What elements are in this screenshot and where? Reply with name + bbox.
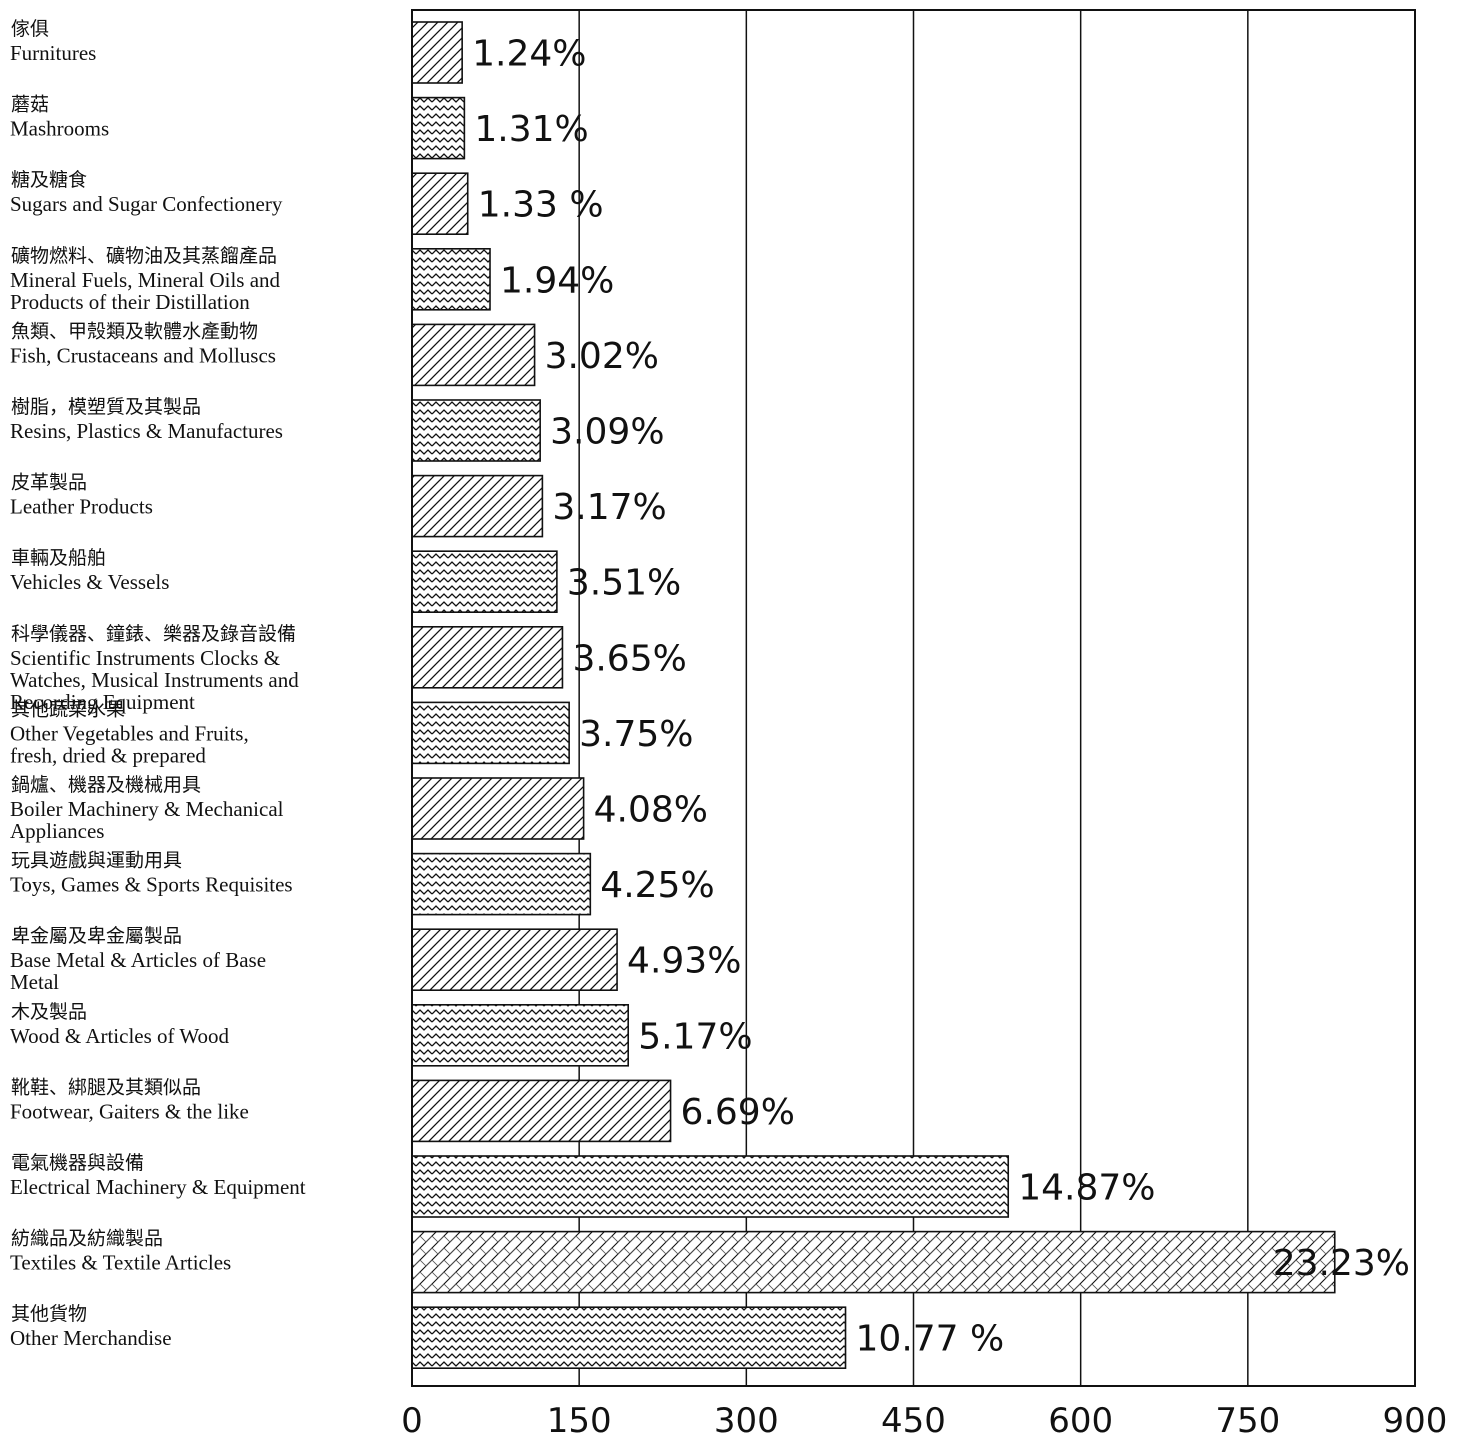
bar — [411, 96, 466, 160]
category-label-en: Vehicles & Vessels — [10, 570, 169, 594]
percentage-label: 1.31% — [474, 109, 588, 150]
percentage-label: 3.02% — [545, 336, 659, 377]
bar — [411, 248, 491, 311]
x-tick-label: 750 — [1215, 1401, 1280, 1438]
bar — [411, 1306, 847, 1369]
percentage-label: 14.87% — [1018, 1168, 1155, 1209]
bar — [411, 1230, 1336, 1294]
percentage-label: 1.94% — [500, 260, 614, 301]
category-label-zh: 皮革製品 — [11, 472, 87, 494]
x-tick-label: 150 — [547, 1401, 612, 1438]
bar — [411, 474, 544, 538]
category-label-en: Electrical Machinery & Equipment — [10, 1175, 306, 1199]
bars — [411, 21, 1336, 1369]
category-label-zh: 紡織品及紡織製品 — [11, 1228, 163, 1250]
bar — [411, 1079, 672, 1143]
category-label-zh: 靴鞋、綁腿及其類似品 — [11, 1076, 201, 1098]
category-label-en: Mineral Fuels, Mineral Oils and — [10, 268, 281, 292]
category-label-zh: 電氣機器與設備 — [11, 1152, 144, 1174]
category-label-en: Leather Products — [10, 495, 153, 519]
category-label-en: Fish, Crustaceans and Molluscs — [10, 343, 276, 367]
category-label-zh: 蘑菇 — [11, 94, 49, 116]
category-label-zh: 車輛及船舶 — [11, 547, 106, 569]
percentage-label: 3.75% — [579, 714, 693, 755]
category-label-zh: 木及製品 — [11, 1001, 87, 1023]
category-label-zh: 科學儀器、鐘錶、樂器及錄音設備 — [11, 623, 296, 645]
x-tick-label: 450 — [881, 1401, 946, 1438]
category-label-en: Other Vegetables and Fruits, — [10, 721, 249, 745]
category-label-en: Sugars and Sugar Confectionery — [10, 192, 283, 216]
x-axis-ticks: 0 150 300 450 600 750 900 — [401, 1401, 1447, 1438]
percentage-label: 1.33 % — [478, 185, 604, 226]
category-label-en: Appliances — [10, 819, 104, 843]
category-label-en: Furnitures — [10, 41, 96, 65]
category-label-zh: 鍋爐、機器及機械用具 — [11, 774, 201, 796]
percentage-label: 3.09% — [550, 412, 664, 453]
bar — [411, 701, 570, 765]
category-label-zh: 礦物燃料、礦物油及其蒸餾產品 — [11, 245, 277, 267]
percentage-label: 10.77 % — [856, 1319, 1005, 1360]
category-label-en: Textiles & Textile Articles — [10, 1251, 231, 1275]
category-label-zh: 玩具遊戲與運動用具 — [11, 850, 182, 872]
category-label-zh: 其他貨物 — [11, 1303, 87, 1325]
percentage-label: 5.17% — [638, 1016, 752, 1057]
plot-frame — [411, 9, 1416, 1387]
category-label-zh: 其他蔬菜水果 — [11, 698, 125, 720]
category-label-en: Scientific Instruments Clocks & — [10, 646, 280, 670]
bar — [411, 550, 558, 614]
x-tick-label: 300 — [714, 1401, 779, 1438]
category-label-en: Recording Equipment — [10, 690, 195, 714]
category-label-en: Mashrooms — [10, 117, 109, 141]
category-label-zh: 魚類、甲殼類及軟體水產動物 — [11, 320, 258, 342]
bar — [411, 928, 618, 992]
x-tick-label: 600 — [1048, 1401, 1113, 1438]
category-label-en: Footwear, Gaiters & the like — [10, 1099, 249, 1123]
percentage-label: 4.08% — [594, 790, 708, 831]
percentage-label: 3.17% — [552, 487, 666, 528]
x-tick-label: 900 — [1383, 1401, 1448, 1438]
category-label-en: Watches, Musical Instruments and — [10, 668, 299, 692]
bar — [411, 1003, 630, 1067]
category-label-en: Boiler Machinery & Mechanical — [10, 797, 284, 821]
category-label-en: Other Merchandise — [10, 1326, 172, 1350]
category-label-zh: 糖及糖食 — [11, 169, 87, 191]
category-label-en: Metal — [10, 970, 59, 994]
percentage-label: 23.23% — [1273, 1243, 1410, 1284]
category-label-en: Resins, Plastics & Manufactures — [10, 419, 283, 443]
bar — [411, 625, 564, 689]
category-label-en: Base Metal & Articles of Base — [10, 948, 266, 972]
category-label-zh: 卑金屬及卑金屬製品 — [11, 925, 182, 947]
x-tick-label: 0 — [401, 1401, 423, 1438]
percentage-labels: 1.24% 1.31% 1.33 % 1.94% 3.02% 3.09% 3.17% 3.51… — [472, 34, 1410, 1360]
percentage-label: 1.24% — [472, 34, 586, 75]
percentage-label: 4.93% — [627, 941, 741, 982]
percentage-label: 3.65% — [572, 638, 686, 679]
bar — [411, 172, 469, 235]
category-label-en: Products of their Distillation — [10, 290, 250, 314]
bar — [411, 323, 536, 387]
percentage-label: 6.69% — [681, 1092, 795, 1133]
category-label-en: fresh, dried & prepared — [10, 743, 206, 767]
category-label-en: Toys, Games & Sports Requisites — [10, 873, 293, 897]
bar — [411, 1155, 1010, 1218]
bar — [411, 777, 585, 840]
bar — [411, 21, 463, 84]
category-label-zh: 傢俱 — [11, 18, 49, 40]
bar — [411, 399, 541, 462]
category-label-zh: 樹脂，模塑質及其製品 — [11, 396, 201, 418]
category-label-en: Wood & Articles of Wood — [10, 1024, 230, 1048]
percentage-label: 4.25% — [600, 865, 714, 906]
percentage-label: 3.51% — [567, 563, 681, 604]
bar — [411, 852, 592, 916]
